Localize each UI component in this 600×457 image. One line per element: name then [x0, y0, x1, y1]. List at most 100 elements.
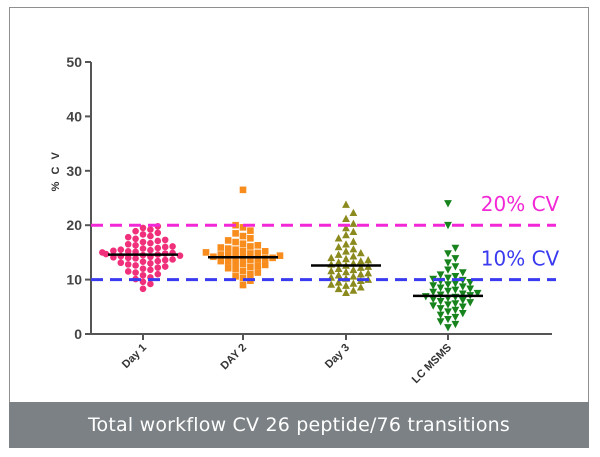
data-point [349, 279, 358, 287]
reference-line-label: 10% CV [481, 247, 560, 271]
y-axis-label: % C V [50, 150, 62, 191]
data-point [349, 237, 358, 245]
data-point [349, 227, 358, 236]
data-point [139, 231, 147, 238]
data-point [147, 266, 154, 274]
data-point [444, 301, 452, 309]
data-point [444, 200, 452, 208]
data-point [247, 263, 254, 271]
data-point [139, 224, 147, 232]
data-point [147, 246, 154, 254]
data-point [124, 254, 132, 262]
data-point [458, 296, 467, 305]
data-point [232, 246, 239, 253]
data-point [247, 270, 254, 278]
data-point [334, 258, 343, 266]
data-point [217, 251, 225, 258]
data-point [334, 234, 343, 242]
data-point [444, 287, 452, 296]
data-point [342, 247, 350, 255]
data-point [451, 280, 460, 288]
data-point [451, 320, 460, 329]
data-point [342, 254, 350, 263]
figure-caption: Total workflow CV 26 peptide/76 transiti… [9, 402, 589, 448]
data-point [356, 283, 365, 291]
data-point [239, 224, 247, 231]
data-point [232, 273, 239, 280]
data-point [458, 310, 467, 318]
y-tick-label: 30 [66, 163, 82, 179]
data-point [224, 258, 232, 265]
data-point [444, 281, 452, 289]
data-point [444, 259, 452, 267]
data-point [466, 299, 475, 307]
data-point [224, 251, 232, 259]
data-point [147, 259, 154, 267]
data-point [334, 271, 343, 279]
reference-line-label: 20% CV [481, 192, 560, 216]
x-tick-label: Day 3 [323, 342, 352, 371]
data-point [327, 253, 336, 262]
data-point [334, 278, 343, 286]
data-point [444, 274, 452, 282]
data-point [132, 235, 139, 243]
data-point [356, 248, 365, 257]
data-point [124, 268, 132, 275]
data-point [202, 249, 210, 256]
data-point [334, 264, 343, 273]
data-point [451, 300, 460, 308]
data-point [117, 259, 125, 267]
data-point [239, 267, 247, 275]
data-point [444, 308, 452, 316]
data-point [349, 286, 358, 294]
data-point [451, 286, 460, 294]
data-point [436, 271, 445, 279]
data-point [364, 256, 373, 264]
data-point [356, 263, 365, 271]
data-point [429, 302, 438, 310]
data-point [444, 266, 452, 274]
data-point [444, 316, 452, 324]
data-point [458, 269, 467, 277]
y-tick-label: 10 [66, 272, 82, 288]
data-point [247, 250, 254, 257]
data-point [254, 269, 262, 276]
data-point [276, 252, 284, 259]
data-point [334, 250, 343, 258]
data-point [342, 214, 350, 222]
data-point [139, 258, 147, 265]
data-point [124, 248, 132, 255]
data-point [429, 288, 438, 297]
data-point [327, 280, 336, 288]
data-point [139, 245, 147, 252]
data-point [349, 208, 358, 216]
data-point [232, 259, 239, 267]
data-point [124, 261, 132, 268]
data-point [161, 243, 169, 251]
data-point [342, 200, 350, 208]
data-point [451, 263, 460, 271]
data-point [473, 289, 482, 298]
x-tick-label: Day 1 [120, 342, 149, 371]
data-point [154, 270, 162, 278]
data-point [247, 256, 254, 264]
data-point [429, 295, 438, 304]
data-point [436, 311, 445, 319]
data-point [239, 281, 247, 289]
data-point [132, 269, 139, 276]
data-point [458, 290, 467, 298]
data-point [458, 283, 467, 291]
data-point [147, 226, 154, 233]
data-point [224, 237, 232, 244]
data-point [161, 236, 169, 244]
data-point [444, 250, 452, 258]
figure-frame [9, 7, 589, 448]
data-point [124, 233, 132, 241]
y-tick-label: 40 [66, 108, 82, 124]
data-point [239, 186, 247, 194]
data-point [356, 257, 365, 265]
data-point [342, 240, 350, 248]
data-point [139, 238, 147, 246]
data-point [154, 244, 162, 252]
data-point [364, 269, 373, 277]
